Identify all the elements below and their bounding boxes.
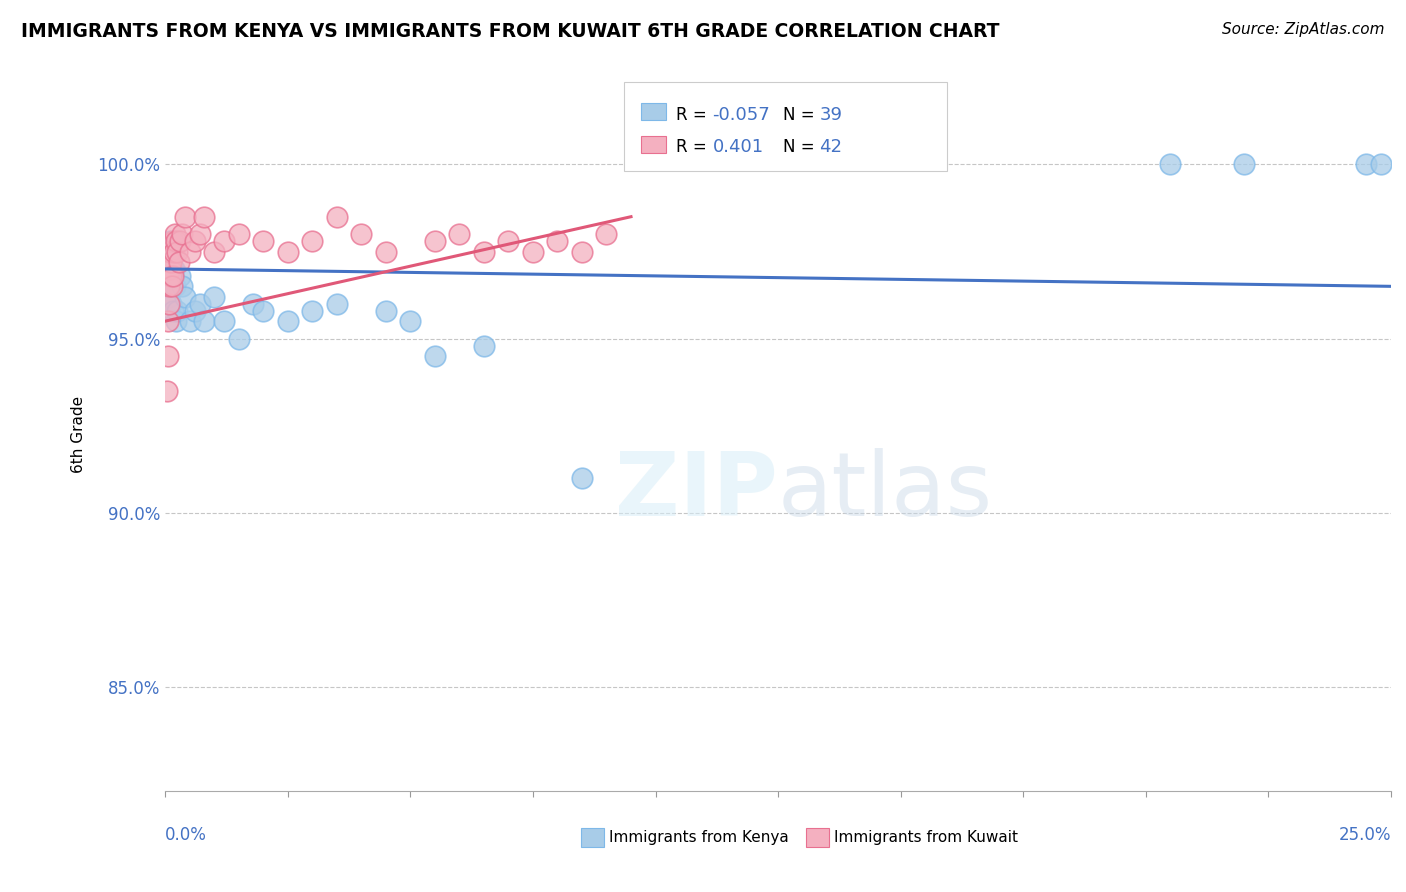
Point bbox=[163, 279, 186, 293]
Point bbox=[228, 332, 250, 346]
Point bbox=[173, 290, 195, 304]
Point bbox=[202, 244, 225, 259]
Text: N =: N = bbox=[783, 106, 820, 124]
Point bbox=[157, 290, 180, 304]
Point bbox=[423, 349, 446, 363]
Point bbox=[162, 234, 184, 248]
Point bbox=[159, 261, 181, 276]
Point bbox=[301, 303, 323, 318]
Point bbox=[183, 234, 205, 248]
Point bbox=[169, 234, 191, 248]
Point bbox=[374, 244, 396, 259]
Point bbox=[350, 227, 373, 241]
Text: -0.057: -0.057 bbox=[713, 106, 770, 124]
Text: 0.0%: 0.0% bbox=[166, 826, 207, 844]
Point bbox=[172, 279, 194, 293]
Point bbox=[252, 234, 274, 248]
Point bbox=[162, 268, 184, 283]
Y-axis label: 6th Grade: 6th Grade bbox=[72, 396, 86, 473]
Point bbox=[165, 314, 187, 328]
Point bbox=[193, 210, 215, 224]
Point bbox=[157, 314, 180, 328]
Text: N =: N = bbox=[783, 138, 820, 156]
Point bbox=[193, 314, 215, 328]
Text: Source: ZipAtlas.com: Source: ZipAtlas.com bbox=[1222, 22, 1385, 37]
Point bbox=[156, 384, 179, 398]
Point bbox=[166, 244, 188, 259]
Point bbox=[166, 303, 188, 318]
Point bbox=[159, 261, 181, 276]
Point bbox=[374, 303, 396, 318]
Point bbox=[188, 297, 211, 311]
Point bbox=[277, 244, 299, 259]
Point bbox=[472, 244, 495, 259]
Point bbox=[188, 227, 211, 241]
Point bbox=[423, 234, 446, 248]
Point bbox=[172, 227, 194, 241]
Point bbox=[326, 297, 349, 311]
Text: R =: R = bbox=[676, 138, 711, 156]
Point bbox=[157, 297, 180, 311]
Point bbox=[160, 279, 183, 293]
Point bbox=[595, 227, 617, 241]
Point bbox=[173, 210, 195, 224]
Point bbox=[159, 268, 181, 283]
Text: atlas: atlas bbox=[778, 448, 993, 535]
Point bbox=[163, 261, 186, 276]
Text: R =: R = bbox=[676, 106, 711, 124]
Point bbox=[301, 234, 323, 248]
Text: Immigrants from Kuwait: Immigrants from Kuwait bbox=[834, 830, 1018, 845]
Point bbox=[165, 234, 187, 248]
Point bbox=[202, 290, 225, 304]
Point bbox=[160, 297, 183, 311]
Point bbox=[472, 338, 495, 352]
Point bbox=[449, 227, 471, 241]
Point bbox=[159, 244, 181, 259]
Point bbox=[212, 234, 235, 248]
Text: 0.401: 0.401 bbox=[713, 138, 763, 156]
Point bbox=[1369, 157, 1392, 171]
Point bbox=[160, 255, 183, 269]
Point bbox=[228, 227, 250, 241]
Text: 42: 42 bbox=[820, 138, 842, 156]
Point bbox=[159, 244, 181, 259]
Point bbox=[252, 303, 274, 318]
Point bbox=[160, 255, 183, 269]
Point bbox=[163, 227, 186, 241]
Point bbox=[1355, 157, 1378, 171]
Point bbox=[169, 268, 191, 283]
Point bbox=[242, 297, 264, 311]
Text: IMMIGRANTS FROM KENYA VS IMMIGRANTS FROM KUWAIT 6TH GRADE CORRELATION CHART: IMMIGRANTS FROM KENYA VS IMMIGRANTS FROM… bbox=[21, 22, 1000, 41]
Point bbox=[1159, 157, 1181, 171]
Point bbox=[160, 268, 183, 283]
Point bbox=[160, 279, 183, 293]
Point bbox=[326, 210, 349, 224]
Point bbox=[157, 279, 180, 293]
Point bbox=[277, 314, 299, 328]
Point bbox=[157, 279, 180, 293]
Point bbox=[399, 314, 422, 328]
Point bbox=[1233, 157, 1256, 171]
Point bbox=[179, 314, 201, 328]
Text: Immigrants from Kenya: Immigrants from Kenya bbox=[609, 830, 789, 845]
Point bbox=[571, 471, 593, 485]
Point bbox=[522, 244, 544, 259]
Text: 25.0%: 25.0% bbox=[1339, 826, 1391, 844]
Point bbox=[156, 349, 179, 363]
Point bbox=[162, 303, 184, 318]
Point bbox=[571, 244, 593, 259]
Point bbox=[163, 244, 186, 259]
Point bbox=[167, 255, 190, 269]
Point bbox=[212, 314, 235, 328]
Point bbox=[183, 303, 205, 318]
Text: 39: 39 bbox=[820, 106, 842, 124]
Point bbox=[156, 261, 179, 276]
Text: ZIP: ZIP bbox=[616, 448, 778, 535]
Point bbox=[546, 234, 568, 248]
Point bbox=[159, 234, 181, 248]
Point bbox=[179, 244, 201, 259]
Point bbox=[498, 234, 520, 248]
Point bbox=[162, 268, 184, 283]
